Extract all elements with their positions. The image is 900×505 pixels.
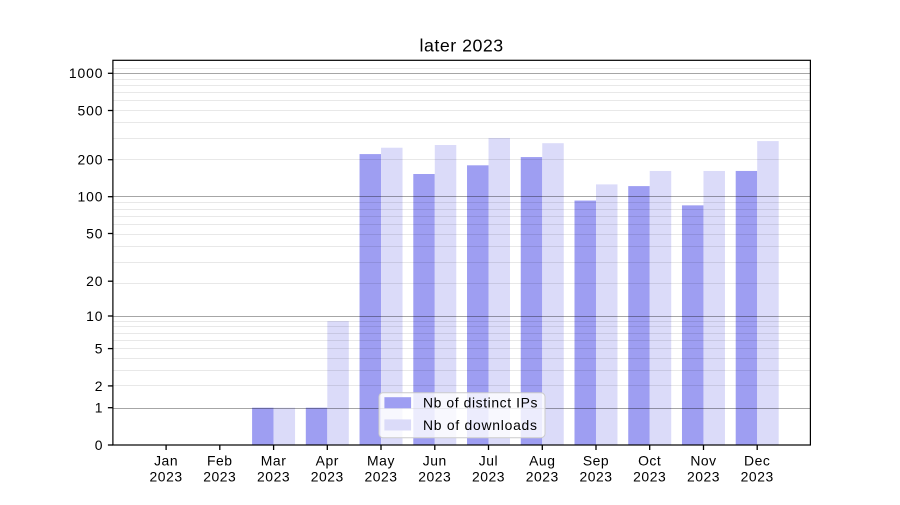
svg-text:2023: 2023 [579, 468, 612, 484]
svg-text:50: 50 [86, 225, 103, 241]
svg-text:2023: 2023 [150, 468, 183, 484]
svg-text:Nov: Nov [690, 452, 716, 468]
svg-text:2023: 2023 [364, 468, 397, 484]
svg-text:0: 0 [95, 437, 104, 453]
svg-text:Mar: Mar [261, 452, 287, 468]
svg-text:Nb of distinct IPs: Nb of distinct IPs [423, 395, 538, 411]
svg-text:500: 500 [78, 102, 104, 118]
svg-text:Aug: Aug [529, 452, 555, 468]
svg-text:Sep: Sep [583, 452, 609, 468]
svg-text:Nb of downloads: Nb of downloads [423, 417, 538, 433]
svg-text:Jun: Jun [423, 452, 447, 468]
svg-text:10: 10 [86, 308, 103, 324]
svg-text:100: 100 [78, 189, 104, 205]
svg-text:1000: 1000 [69, 65, 104, 81]
svg-text:2: 2 [95, 378, 104, 394]
svg-text:2023: 2023 [687, 468, 720, 484]
svg-text:20: 20 [86, 273, 103, 289]
svg-text:5: 5 [95, 341, 104, 357]
svg-text:2023: 2023 [418, 468, 451, 484]
svg-text:2023: 2023 [311, 468, 344, 484]
svg-text:2023: 2023 [257, 468, 290, 484]
svg-text:2023: 2023 [526, 468, 559, 484]
svg-text:200: 200 [78, 152, 104, 168]
svg-text:Oct: Oct [638, 452, 661, 468]
svg-text:2023: 2023 [633, 468, 666, 484]
svg-text:Jan: Jan [154, 452, 178, 468]
svg-text:Jul: Jul [479, 452, 498, 468]
svg-text:2023: 2023 [203, 468, 236, 484]
svg-text:2023: 2023 [741, 468, 774, 484]
svg-text:Dec: Dec [744, 452, 770, 468]
svg-text:Apr: Apr [316, 452, 339, 468]
svg-text:May: May [367, 452, 395, 468]
svg-text:later 2023: later 2023 [420, 36, 504, 56]
svg-text:2023: 2023 [472, 468, 505, 484]
svg-text:1: 1 [95, 400, 104, 416]
svg-text:Feb: Feb [207, 452, 233, 468]
